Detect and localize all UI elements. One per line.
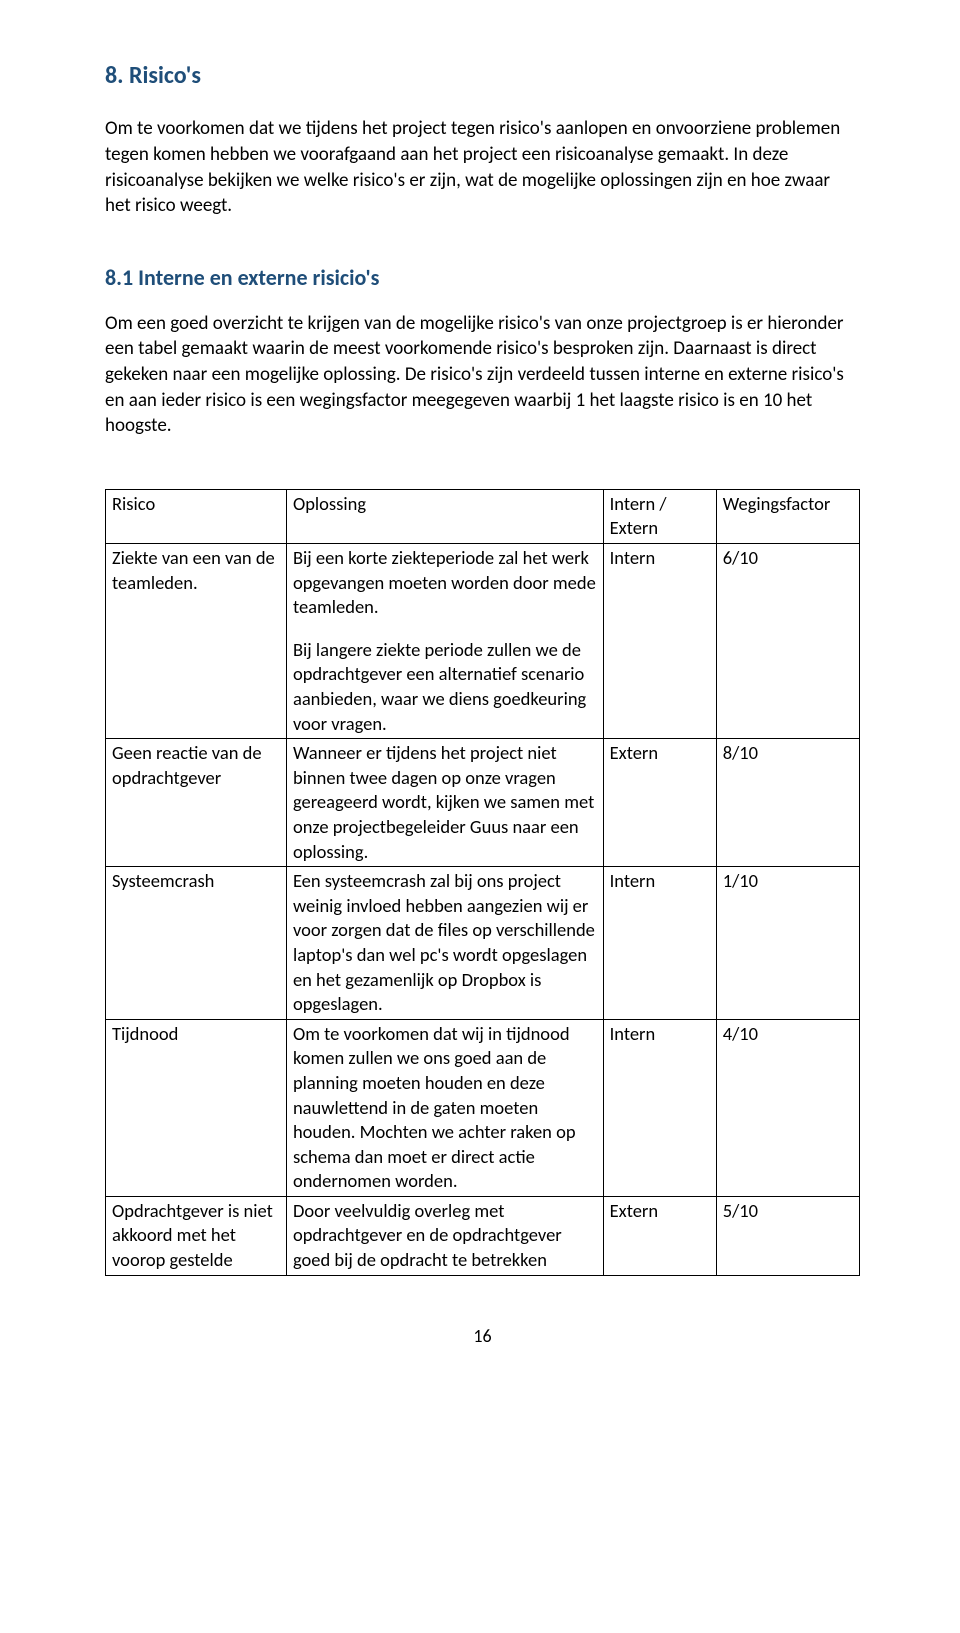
cell-wegingsfactor: 4/10 — [716, 1019, 859, 1196]
intro-paragraph-1: Om te voorkomen dat we tijdens het proje… — [105, 116, 860, 219]
subsection-title: 8.1 Interne en externe risicio's — [105, 263, 860, 293]
cell-intern-extern: Intern — [603, 1019, 716, 1196]
cell-wegingsfactor: 8/10 — [716, 739, 859, 867]
cell-intern-extern: Extern — [603, 739, 716, 867]
header-intern-extern: Intern / Extern — [603, 489, 716, 543]
table-row: Opdrachtgever is niet akkoord met het vo… — [106, 1196, 860, 1275]
cell-wegingsfactor: 1/10 — [716, 867, 859, 1020]
risk-table: Risico Oplossing Intern / Extern Wegings… — [105, 489, 860, 1276]
cell-intern-extern: Intern — [603, 867, 716, 1020]
section-title: 8. Risico's — [105, 60, 860, 92]
cell-oplossing: Door veelvuldig overleg met opdrachtgeve… — [286, 1196, 603, 1275]
cell-oplossing: Om te voorkomen dat wij in tijdnood kome… — [286, 1019, 603, 1196]
cell-oplossing: Bij een korte ziekteperiode zal het werk… — [286, 544, 603, 739]
cell-oplossing: Wanneer er tijdens het project niet binn… — [286, 739, 603, 867]
header-oplossing: Oplossing — [286, 489, 603, 543]
table-row: Geen reactie van de opdrachtgever Wannee… — [106, 739, 860, 867]
cell-risico: Systeemcrash — [106, 867, 287, 1020]
table-row: Tijdnood Om te voorkomen dat wij in tijd… — [106, 1019, 860, 1196]
table-header-row: Risico Oplossing Intern / Extern Wegings… — [106, 489, 860, 543]
cell-risico: Tijdnood — [106, 1019, 287, 1196]
oplossing-part-b: Bij langere ziekte periode zullen we de … — [293, 638, 597, 736]
header-risico: Risico — [106, 489, 287, 543]
cell-oplossing: Een systeemcrash zal bij ons project wei… — [286, 867, 603, 1020]
table-row: Ziekte van een van de teamleden. Bij een… — [106, 544, 860, 739]
intro-paragraph-2: Om een goed overzicht te krijgen van de … — [105, 311, 860, 439]
cell-wegingsfactor: 5/10 — [716, 1196, 859, 1275]
cell-risico: Geen reactie van de opdrachtgever — [106, 739, 287, 867]
cell-intern-extern: Extern — [603, 1196, 716, 1275]
cell-risico: Ziekte van een van de teamleden. — [106, 544, 287, 739]
cell-risico: Opdrachtgever is niet akkoord met het vo… — [106, 1196, 287, 1275]
header-wegingsfactor: Wegingsfactor — [716, 489, 859, 543]
page-number: 16 — [105, 1324, 860, 1348]
table-row: Systeemcrash Een systeemcrash zal bij on… — [106, 867, 860, 1020]
cell-wegingsfactor: 6/10 — [716, 544, 859, 739]
oplossing-part-a: Bij een korte ziekteperiode zal het werk… — [293, 546, 597, 620]
cell-intern-extern: Intern — [603, 544, 716, 739]
